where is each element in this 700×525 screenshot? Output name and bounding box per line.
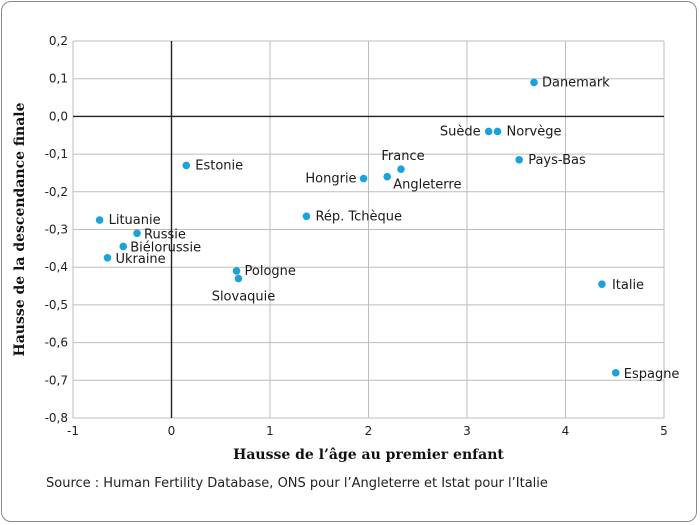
y-axis-title: Hausse de la descendance finale xyxy=(12,102,28,356)
x-tick-label: 5 xyxy=(660,424,668,438)
x-tick-label: 0 xyxy=(168,424,176,438)
label-russie: Russie xyxy=(144,227,186,242)
y-tick-label: -0,4 xyxy=(45,260,68,274)
x-tick-label: 3 xyxy=(463,424,471,438)
point-pays-bas xyxy=(515,155,524,164)
label-hongrie: Hongrie xyxy=(305,172,356,187)
label-espagne: Espagne xyxy=(624,367,680,382)
x-axis-title: Hausse de l’âge au premier enfant xyxy=(233,447,504,463)
x-tick-label: -1 xyxy=(67,424,79,438)
x-tick-label: 1 xyxy=(266,424,274,438)
y-tick-label: -0,2 xyxy=(45,185,68,199)
y-tick-label: 0,1 xyxy=(49,72,68,86)
point-labels: Danemark Suède Norvège Pays-Bas France Hongri… xyxy=(109,75,680,381)
data-points xyxy=(95,78,620,377)
x-tick-labels: -1 0 1 2 3 4 5 xyxy=(67,424,668,438)
point-slovaquie xyxy=(234,274,243,283)
label-pays-bas: Pays-Bas xyxy=(528,153,586,168)
point-russie xyxy=(133,229,141,238)
point-france xyxy=(397,165,405,173)
point-suede xyxy=(484,127,493,136)
label-france: France xyxy=(381,149,424,164)
point-italie xyxy=(598,280,606,288)
label-italie: Italie xyxy=(612,278,644,293)
y-tick-label: -0,5 xyxy=(45,298,68,312)
point-norvege xyxy=(493,127,502,136)
y-tick-label: -0,6 xyxy=(45,336,68,350)
y-tick-label: 0,2 xyxy=(49,34,68,48)
label-slovaquie: Slovaquie xyxy=(212,290,276,305)
label-ukraine: Ukraine xyxy=(115,252,165,267)
source-note: Source : Human Fertility Database, ONS p… xyxy=(46,476,548,491)
point-danemark xyxy=(530,78,538,87)
y-tick-label: -0,8 xyxy=(45,411,68,425)
y-tick-label: -0,7 xyxy=(45,373,68,387)
point-ukraine xyxy=(103,253,112,262)
y-tick-label: 0,0 xyxy=(49,109,68,123)
point-espagne xyxy=(611,368,620,377)
label-rep-tcheque: Rép. Tchèque xyxy=(315,209,402,224)
point-pologne xyxy=(232,267,241,275)
zero-axes xyxy=(73,41,664,418)
label-suede: Suède xyxy=(440,124,481,139)
label-danemark: Danemark xyxy=(542,75,610,90)
x-tick-label: 2 xyxy=(365,424,373,438)
y-tick-labels: 0,2 0,1 0,0 -0,1 -0,2 -0,3 -0,4 -0,5 -0,6 -0,7 -0,… xyxy=(45,34,68,425)
point-angleterre xyxy=(383,172,392,181)
point-lituanie xyxy=(95,216,104,224)
label-pologne: Pologne xyxy=(245,264,296,279)
point-bielorussie xyxy=(119,242,128,251)
label-lituanie: Lituanie xyxy=(109,213,161,228)
y-tick-label: -0,1 xyxy=(45,147,68,161)
y-tick-label: -0,3 xyxy=(45,223,68,237)
point-rep-tcheque xyxy=(302,212,311,221)
label-norvege: Norvège xyxy=(507,124,562,139)
label-bielorussie: Biélorussie xyxy=(130,240,201,255)
label-estonie: Estonie xyxy=(195,158,243,173)
point-hongrie xyxy=(359,174,368,183)
point-estonie xyxy=(182,161,191,170)
x-tick-label: 4 xyxy=(562,424,570,438)
label-angleterre: Angleterre xyxy=(393,178,461,193)
